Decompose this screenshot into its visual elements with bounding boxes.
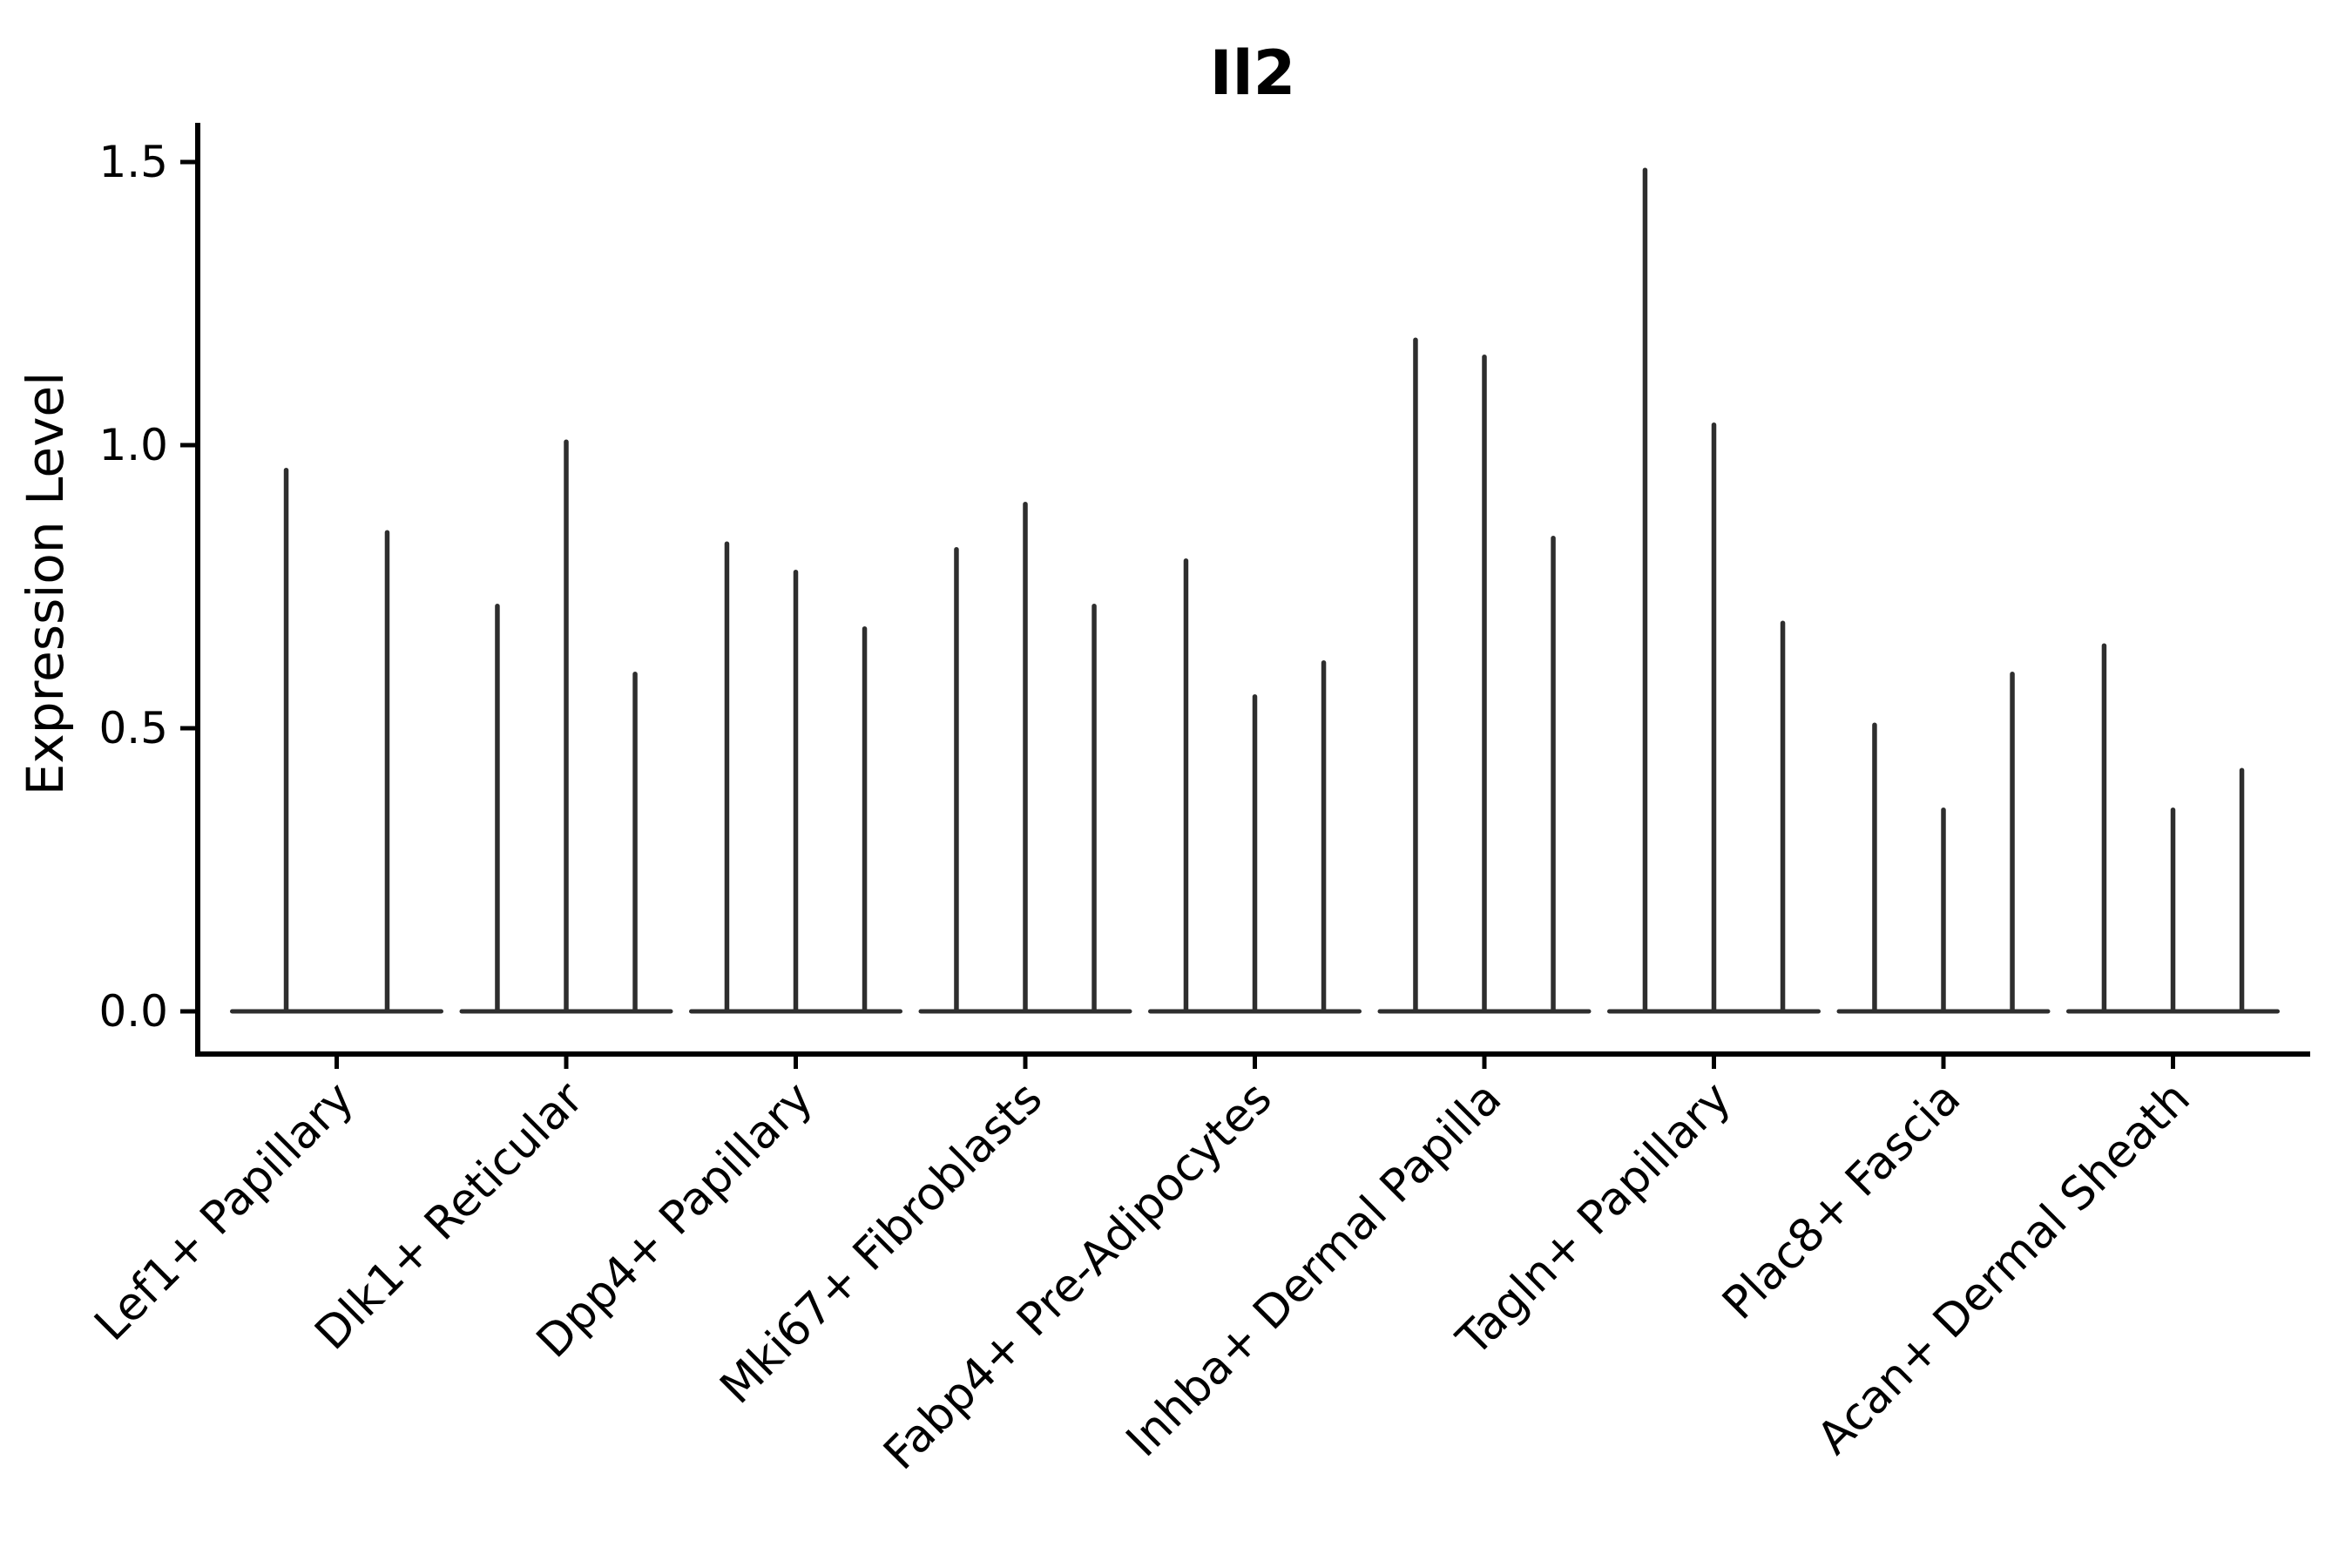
y-axis-spine [195, 123, 200, 1057]
violin-spike [1551, 536, 1556, 1014]
violin-spike [1482, 355, 1487, 1014]
violin-spike [1023, 502, 1028, 1014]
violin-group [1607, 167, 1821, 1014]
violin-group [230, 468, 443, 1014]
violin-spike [1321, 660, 1327, 1014]
y-tick-label: 1.5 [98, 137, 168, 187]
x-tick-label: Acan+ Dermal Sheath [1808, 1072, 2200, 1465]
violin-spike [1252, 694, 1258, 1014]
violin-baseline [230, 1009, 443, 1014]
violin-spike [495, 604, 500, 1014]
y-tick-label: 0.5 [98, 703, 168, 754]
violin-group [1148, 558, 1362, 1014]
x-tick [794, 1057, 798, 1069]
x-tick-label: Plac8+ Fascia [1713, 1072, 1970, 1330]
violin-spike [2101, 643, 2107, 1014]
y-axis: 0.0 0.5 1.0 1.5 [98, 123, 200, 1057]
x-tick [2171, 1057, 2175, 1069]
y-tick-label: 0.0 [98, 986, 168, 1037]
violin-series [230, 167, 2280, 1014]
violin-spike [862, 626, 868, 1014]
violin-spike [283, 468, 289, 1014]
x-tick [1482, 1057, 1487, 1069]
violin-spike [793, 570, 799, 1014]
violin-group [1836, 672, 2051, 1014]
violin-group [689, 541, 902, 1014]
violin-spike [1413, 337, 1418, 1014]
y-tick [180, 443, 195, 448]
violin-spike [1872, 722, 1877, 1014]
violin-spike [1642, 167, 1648, 1014]
violin-spike [1780, 620, 1786, 1014]
violin-group [918, 502, 1132, 1014]
y-axis-label: Expression Level [16, 372, 75, 795]
violin-group [1377, 337, 1592, 1014]
violin-spike [954, 547, 959, 1014]
violin-spike [564, 439, 569, 1014]
x-tick [1941, 1057, 1946, 1069]
violin-spike [1092, 604, 1097, 1014]
violin-spike [2170, 808, 2176, 1014]
x-tick-label: Fabp4+ Pre-Adipocytes [874, 1072, 1281, 1480]
violin-spike [1711, 422, 1717, 1014]
x-axis-spine [195, 1051, 2310, 1057]
y-tick [180, 159, 195, 165]
x-tick [1023, 1057, 1028, 1069]
violin-spike [1183, 558, 1189, 1014]
violin-spike [1941, 808, 1946, 1014]
x-tick [1253, 1057, 1257, 1069]
violin-spike [384, 530, 390, 1014]
chart-title: Il2 [1210, 37, 1296, 109]
violin-group [2066, 643, 2280, 1014]
x-tick-label: Inhba+ Dermal Papilla [1117, 1072, 1511, 1467]
x-tick [564, 1057, 569, 1069]
y-tick [180, 726, 195, 731]
violin-group [459, 439, 673, 1014]
x-tick [1712, 1057, 1716, 1069]
violin-spike [724, 541, 730, 1014]
violin-spike [2010, 672, 2015, 1014]
y-tick [180, 1009, 195, 1014]
violin-spike [632, 672, 638, 1014]
y-tick-label: 1.0 [98, 420, 168, 470]
violin-spike [2239, 767, 2245, 1014]
x-tick [335, 1057, 339, 1069]
